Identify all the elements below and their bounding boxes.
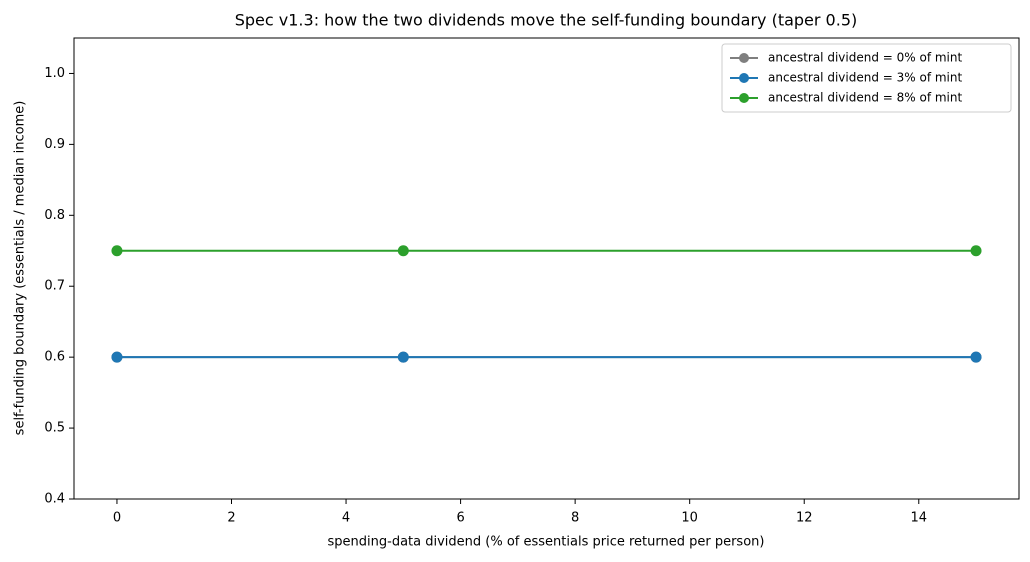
plot-frame xyxy=(73,37,1020,500)
point xyxy=(397,245,409,257)
y-tick-label: 1.0 xyxy=(44,66,65,81)
x-tick-label: 12 xyxy=(796,511,813,526)
legend-marker xyxy=(739,73,749,83)
y-tick-label: 0.6 xyxy=(44,350,65,365)
point xyxy=(970,245,982,257)
x-tick-label: 8 xyxy=(571,511,579,526)
x-tick-label: 2 xyxy=(227,511,235,526)
point xyxy=(397,351,409,363)
point xyxy=(111,351,123,363)
y-tick-label: 0.5 xyxy=(44,421,65,436)
x-tick-label: 6 xyxy=(456,511,464,526)
x-tick-label: 10 xyxy=(681,511,698,526)
x-tick-label: 14 xyxy=(910,511,927,526)
legend-label: ancestral dividend = 0% of mint xyxy=(768,51,962,65)
y-axis-label: self-funding boundary (essentials / medi… xyxy=(13,101,28,436)
legend-marker xyxy=(739,53,749,63)
y-tick-label: 0.8 xyxy=(44,208,65,223)
y-tick-label: 0.7 xyxy=(44,279,65,294)
x-tick-label: 0 xyxy=(113,511,121,526)
point xyxy=(970,351,982,363)
legend-label: ancestral dividend = 3% of mint xyxy=(768,71,962,85)
legend-marker xyxy=(739,93,749,103)
point xyxy=(111,245,123,257)
chart-title: Spec v1.3: how the two dividends move th… xyxy=(235,11,858,30)
x-axis-label: spending-data dividend (% of essentials … xyxy=(328,535,765,550)
y-tick-label: 0.9 xyxy=(44,137,65,152)
legend-label: ancestral dividend = 8% of mint xyxy=(768,91,962,105)
x-tick-label: 4 xyxy=(342,511,350,526)
legend-box xyxy=(721,43,1012,113)
y-tick-label: 0.4 xyxy=(44,492,65,507)
